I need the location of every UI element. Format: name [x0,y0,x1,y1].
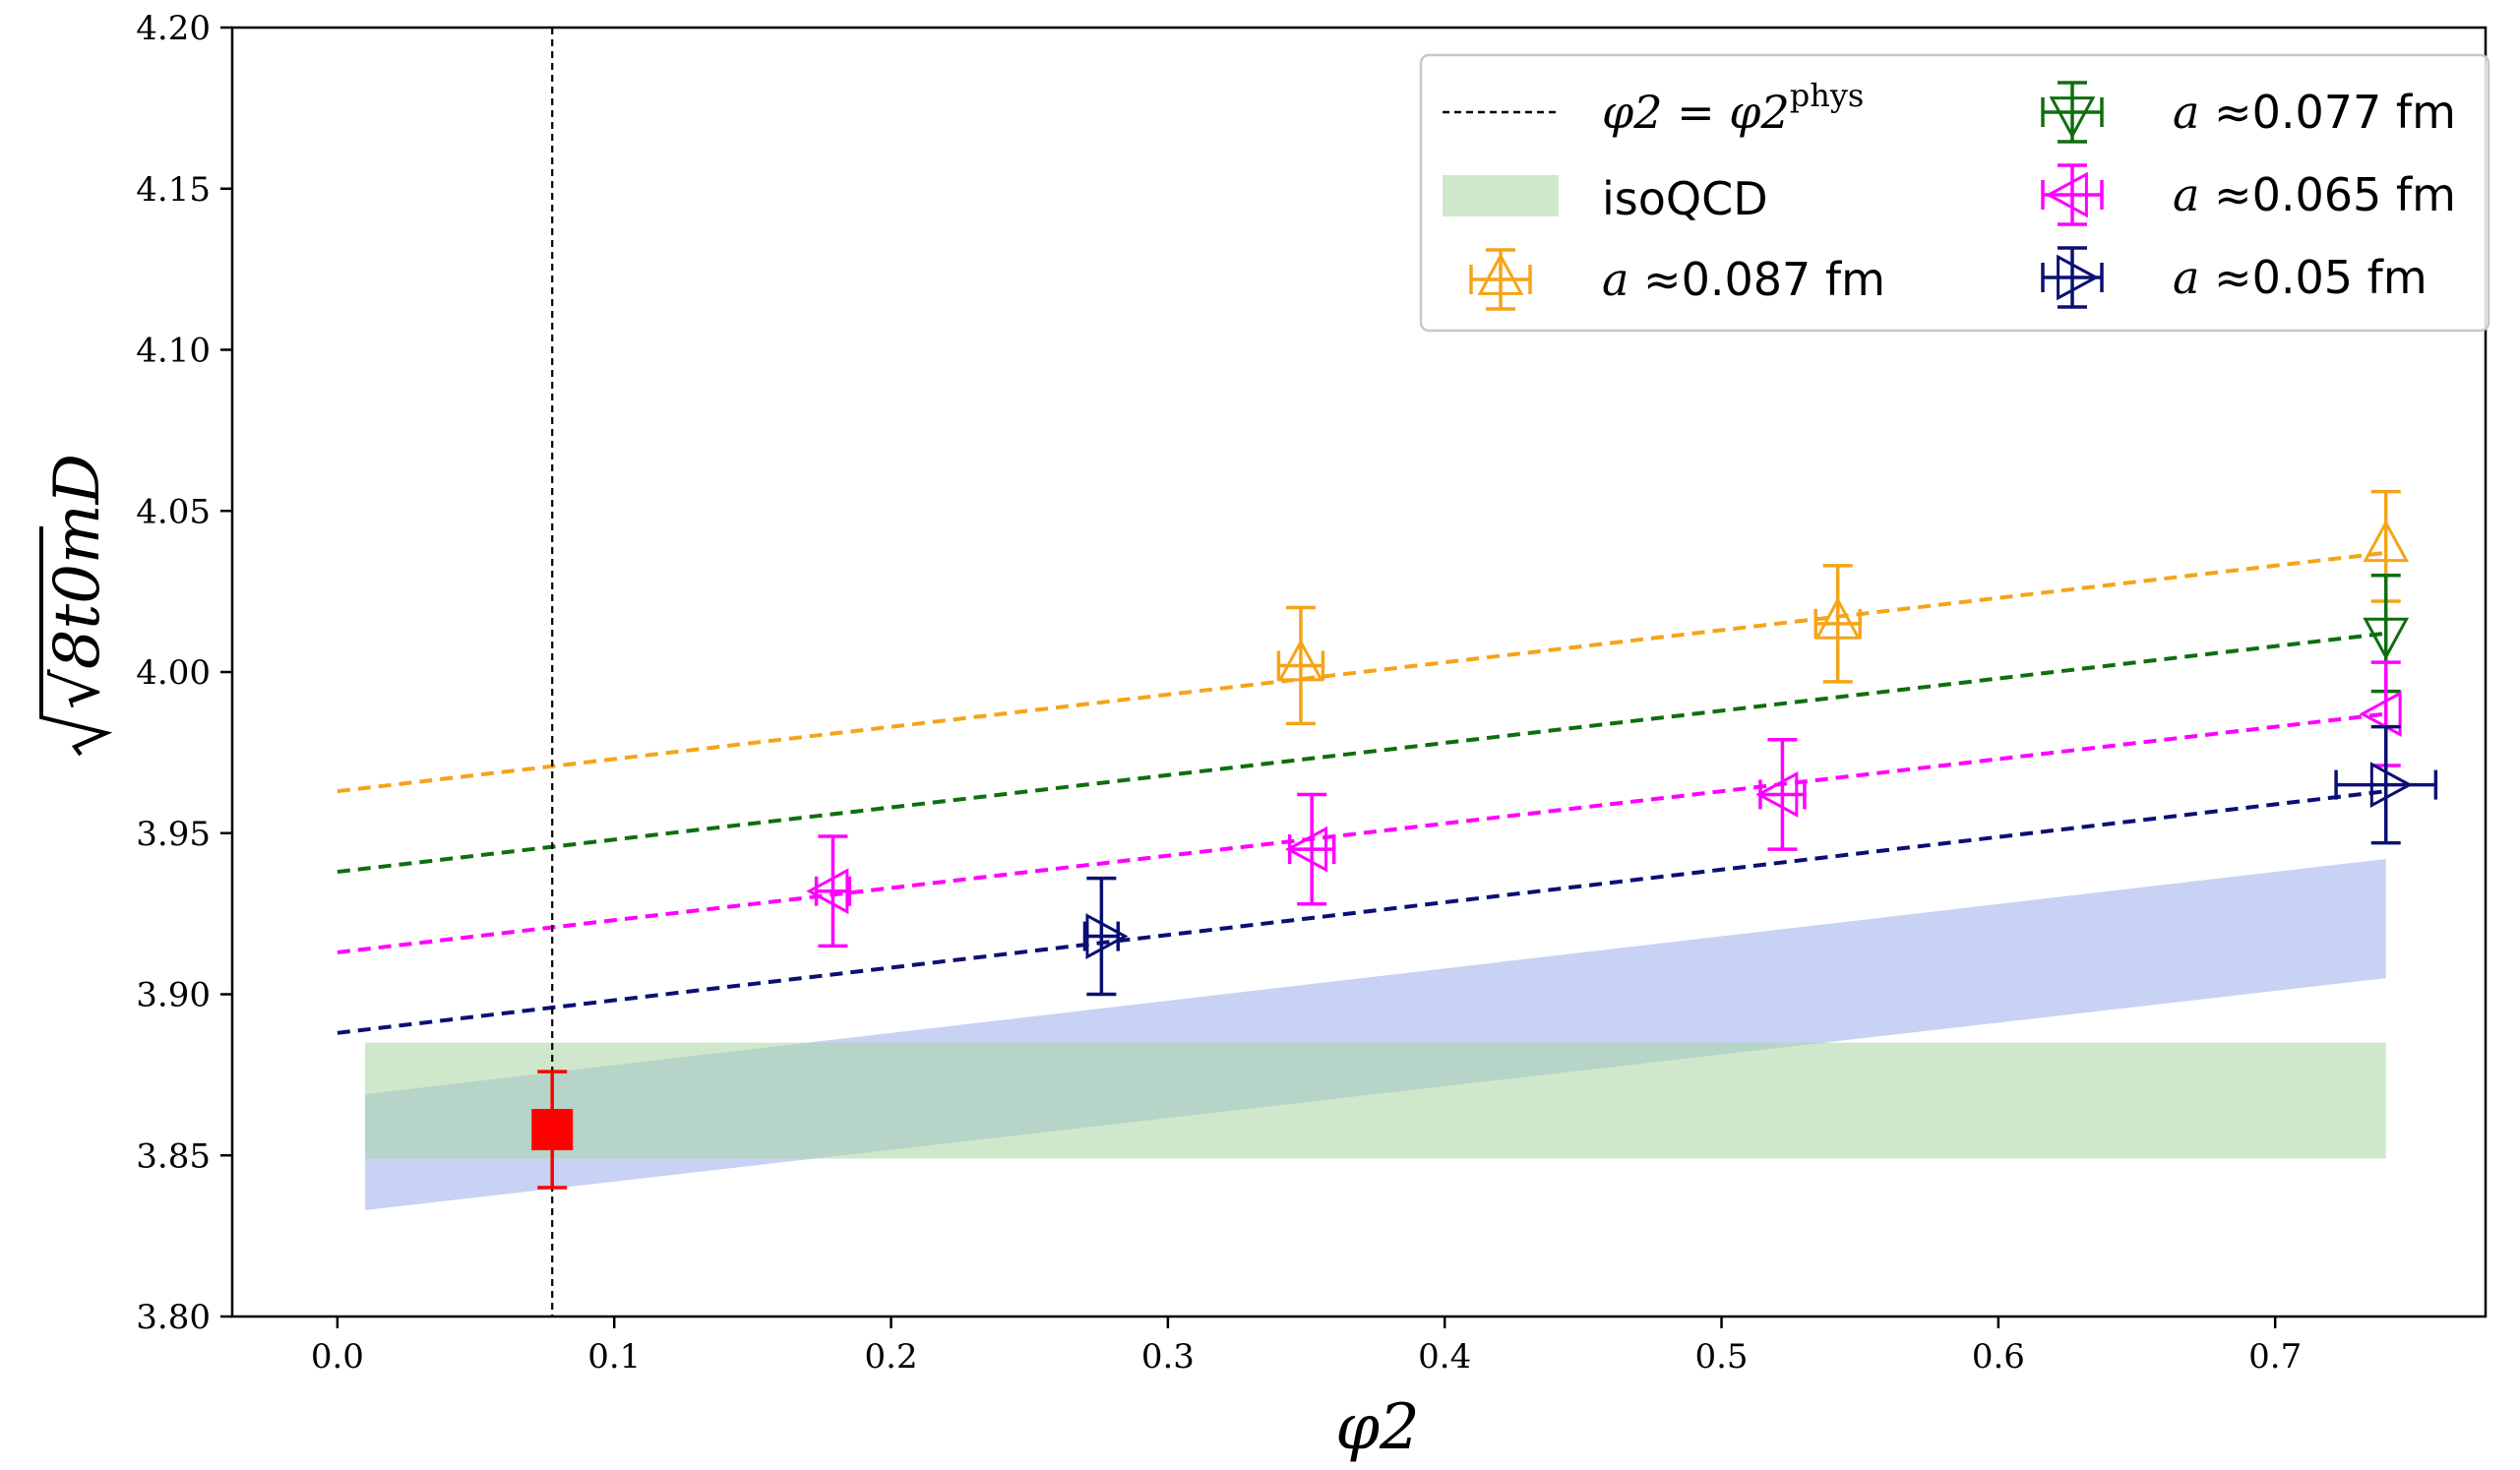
legend-label-rest-3: ≈0.05 fm [2214,251,2428,304]
errorbar-series-2-point-0 [814,834,852,949]
legend-marker-series-3 [2057,254,2100,301]
errorbar-series-3-point-0 [1082,876,1120,997]
fit-line-series-3 [337,789,2386,1035]
legend-physical-point-sup: phys [1790,77,1865,114]
x-tick-label-6: 0.6 [1972,1337,2025,1377]
legend-series: a ≈0.087 fma ≈0.077 fma ≈0.065 fma ≈0.05… [1469,81,2456,311]
legend-label-series-2: a ≈0.065 fm [2173,168,2456,221]
fit-line-series-1 [337,631,2386,875]
legend-handle-series-3 [2041,246,2104,309]
legend-label-var-0: a [1602,253,1643,306]
y-tick-label-7: 4.15 [136,170,211,210]
legend-label-var-2: a [2173,168,2214,221]
data-points-layer [531,489,2438,1190]
legend-label-series-1: a ≈0.077 fm [2173,86,2456,139]
marker-series-0-point-1 [1814,596,1862,640]
y-tick-label-2: 3.90 [136,976,211,1015]
fit-line-series-0 [337,550,2386,794]
y-tick-label-6: 4.10 [136,332,211,371]
legend-label-rest-2: ≈0.065 fm [2214,168,2456,221]
x-tick-label-7: 0.7 [2248,1337,2302,1377]
marker-series-2-point-2 [1755,771,1799,818]
legend-marker-series-0 [1477,252,1524,295]
legend-frame [1419,53,2490,333]
y-tick-label-8: 4.20 [136,9,211,48]
fit-line-series-2 [337,711,2386,954]
fit-lines-layer [337,28,2386,1317]
legend-physical-point-text: φ2 = φ2 [1602,86,1790,139]
legend-label-isoqcd: isoQCD [1602,172,1768,225]
ticks-layer: 0.0 0.1 0.2 0.3 0.4 0.5 0.6 0.7 3.80 3.85 3.90 3.95… [136,9,2302,1377]
bands-layer [365,858,2386,1210]
y-tick-label-4: 4.00 [136,653,211,693]
legend-marker-series-1 [2049,96,2096,140]
legend-label-physical-point: φ2 = φ2phys [1602,77,1864,139]
marker-series-3-point-0 [1085,913,1129,959]
result-point-square [531,1109,574,1151]
y-axis-title-text: √8t0mD [41,454,114,709]
y-tick-label-1: 3.85 [136,1136,211,1176]
legend-handle-series-0 [1469,248,1532,311]
marker-series-2-point-3 [2359,691,2402,737]
x-tick-label-1: 0.1 [587,1337,641,1377]
errorbar-series-0-point-1 [1813,564,1862,684]
marker-series-0-point-2 [2363,520,2410,563]
legend-label-rest-0: ≈0.087 fm [1643,253,1885,306]
marker-series-2-point-1 [1285,826,1328,873]
x-tick-label-2: 0.2 [865,1337,918,1377]
marker-series-1-point-0 [2363,617,2410,660]
legend-marker-series-2 [2045,171,2088,218]
x-tick-label-4: 0.4 [1418,1337,1471,1377]
y-axis-title-sqrt-sign [39,526,113,757]
errorbar-series-0-point-0 [1276,605,1325,726]
legend-label-var-1: a [2173,86,2214,139]
y-tick-label-3: 3.95 [136,815,211,854]
legend-handle-isoqcd [1443,175,1559,216]
x-tick-label-0: 0.0 [311,1337,364,1377]
isoqcd-band [365,1042,2386,1159]
legend-handle-series-2 [2041,163,2104,226]
legend-label-series-0: a ≈0.087 fm [1602,253,1885,306]
errorbar-series-3-point-1 [2334,724,2438,845]
legend: φ2 = φ2phys isoQCD a ≈0.087 fma ≈0.077 f… [1419,53,2490,333]
marker-series-0-point-0 [1277,639,1324,682]
y-tick-label-0: 3.80 [136,1298,211,1337]
legend-label-series-3: a ≈0.05 fm [2173,251,2428,304]
legend-label-var-3: a [2173,251,2214,304]
x-tick-label-5: 0.5 [1694,1337,1748,1377]
y-tick-label-5: 4.05 [136,492,211,531]
legend-label-rest-1: ≈0.077 fm [2214,86,2456,139]
marker-series-3-point-1 [2369,762,2413,809]
marker-series-2-point-0 [806,868,849,915]
legend-handle-series-1 [2041,81,2104,144]
y-axis-title: √8t0mD [39,454,114,757]
x-axis-title: φ2 [1335,1391,1420,1464]
x-tick-label-3: 0.3 [1141,1337,1195,1377]
